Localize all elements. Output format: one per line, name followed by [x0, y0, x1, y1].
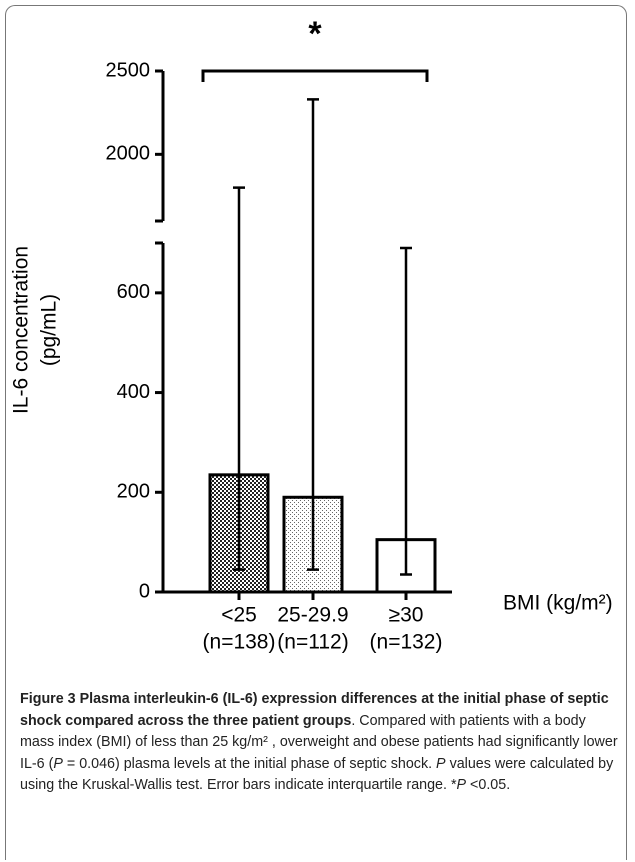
error-bar — [233, 186, 245, 571]
caption-text: P — [456, 777, 467, 793]
significance-label: * — [308, 15, 322, 53]
caption-text: P — [53, 755, 63, 772]
y-tick-label: 400 — [117, 381, 150, 403]
y-tick-label: 2500 — [106, 59, 151, 81]
y-axis-label: IL-6 concentration — [10, 246, 33, 414]
x-tick-count: (n=138) — [203, 631, 276, 654]
significance-bracket — [201, 69, 429, 82]
chart: * IL-6 concentration (pg/mL) BMI (kg/m²)… — [10, 15, 613, 654]
caption-text: Figure 3 Plasma interleukin-6 (IL-6) exp… — [20, 691, 609, 729]
error-bar — [307, 98, 319, 571]
x-axis-label: BMI (kg/m²) — [503, 592, 613, 615]
y-tick-label: 0 — [139, 580, 150, 602]
caption-text: <0.05. — [466, 777, 511, 793]
caption: Figure 3 Plasma interleukin-6 (IL-6) exp… — [20, 689, 620, 797]
caption-text: values were calculated by using the Krus… — [20, 755, 614, 794]
error-bar — [400, 246, 412, 576]
figure-frame — [5, 5, 627, 860]
caption-text: . Compared with patients with a body mas… — [20, 712, 618, 772]
x-tick-count: (n=112) — [277, 631, 348, 654]
y-tick-label: 2000 — [106, 143, 151, 165]
x-tick-count: (n=132) — [370, 631, 443, 654]
x-tick-label: <25 — [221, 604, 257, 627]
y-tick-label: 600 — [117, 281, 150, 303]
y-axis-label: (pg/mL) — [38, 294, 61, 366]
caption-text: P — [436, 755, 446, 772]
x-tick-label: 25-29.9 — [277, 604, 348, 627]
x-tick-label: ≥30 — [389, 604, 424, 627]
caption-text: = 0.046) plasma levels at the initial ph… — [62, 755, 437, 772]
y-tick-label: 200 — [117, 481, 150, 503]
